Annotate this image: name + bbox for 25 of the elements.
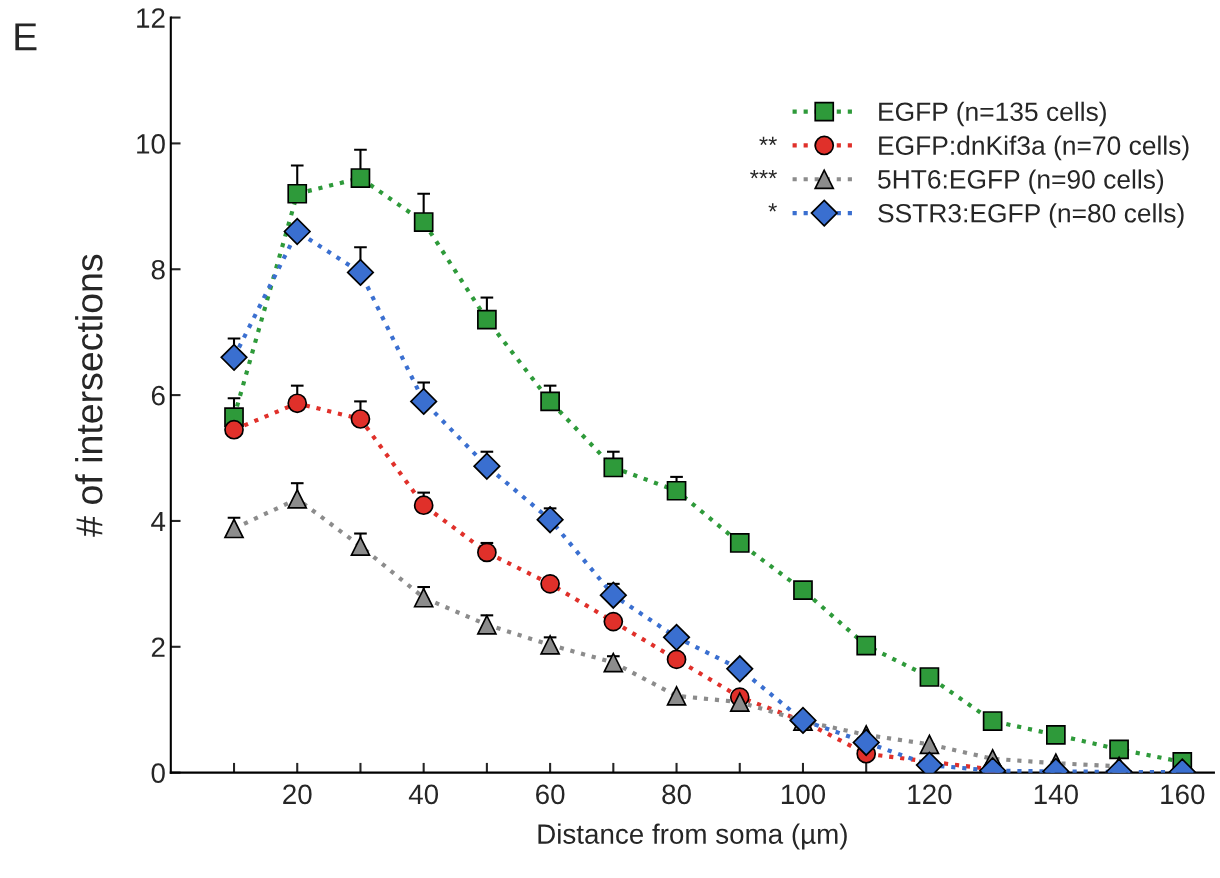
annotation: *	[768, 203, 777, 212]
x-tick-label: 20	[283, 784, 312, 805]
y-tick-label: 10	[137, 134, 165, 154]
x-tick-label: 160	[1161, 784, 1205, 805]
legend-label: EGFP (n=135 cells)	[879, 101, 1106, 127]
x-tick-label: 140	[1034, 784, 1078, 805]
x-tick-label: 120	[908, 784, 952, 805]
annotation: **	[759, 136, 777, 146]
x-tick-label: 100	[781, 784, 826, 805]
y-tick-label: 12	[137, 8, 165, 28]
y-tick-label: 2	[151, 637, 165, 657]
legend-label: EGFP:dnKif3a (n=70 cells)	[879, 135, 1189, 161]
legend-label: 5HT6:EGFP (n=90 cells)	[878, 169, 1164, 194]
y-axis-title: # of intersections	[75, 254, 103, 537]
x-tick-label: 60	[536, 784, 565, 805]
y-tick-label: 4	[151, 511, 166, 532]
annotation: ***	[750, 170, 777, 179]
x-tick-label: 80	[662, 784, 691, 805]
y-tick-label: 6	[151, 385, 165, 406]
x-axis-title: Distance from soma (µm)	[538, 823, 847, 850]
x-tick-label: 40	[408, 784, 439, 805]
y-tick-label: 0	[151, 763, 165, 783]
legend-label: SSTR3:EGFP (n=80 cells)	[878, 203, 1184, 228]
text: E	[15, 23, 37, 51]
y-tick-label: 8	[151, 259, 165, 280]
